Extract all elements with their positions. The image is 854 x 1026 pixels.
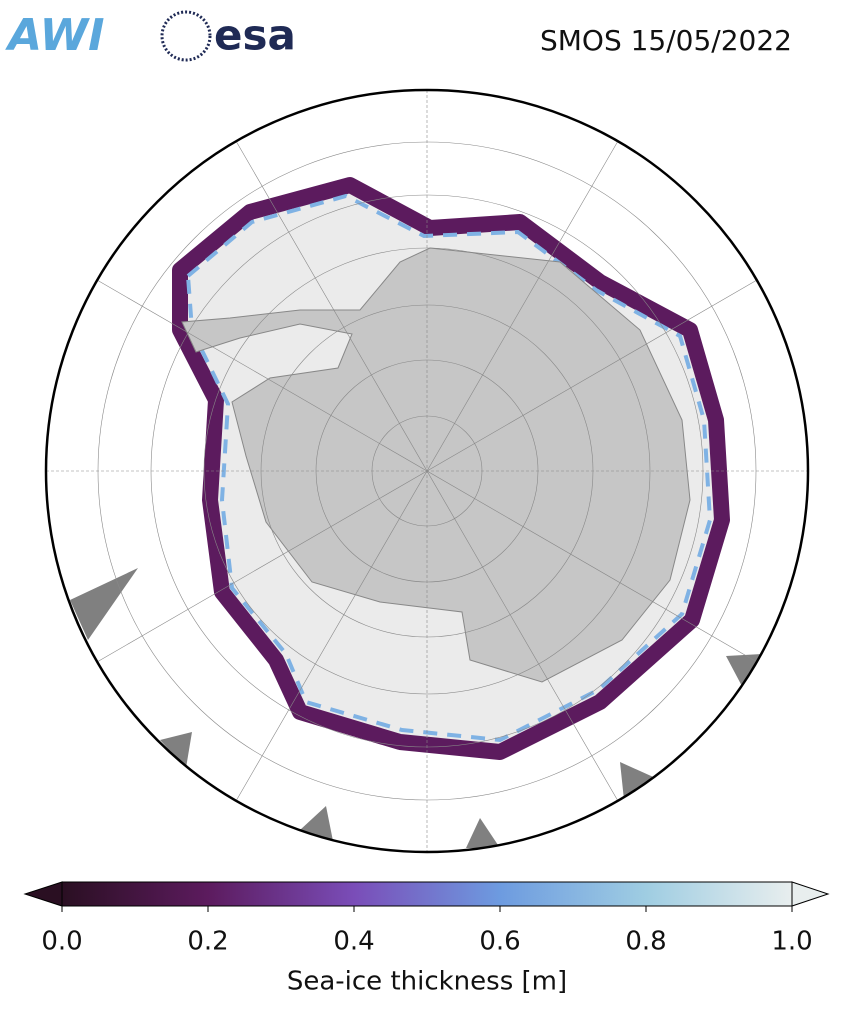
colorbar-extend-high	[791, 881, 830, 907]
graticule	[46, 90, 808, 852]
sea-ice-edge	[185, 193, 713, 743]
colorbar-extend-low	[23, 881, 63, 907]
map-frame	[44, 88, 810, 854]
colorbar-ramp	[61, 881, 793, 907]
antarctica	[181, 247, 691, 683]
colorbar-label: Sea-ice thickness [m]	[287, 967, 567, 997]
colorbar-tick-label: 0.2	[187, 927, 228, 957]
colorbar: 0.0 0.2 0.4 0.6 0.8 1.0 Sea-ice thickness [m]	[23, 881, 830, 997]
colorbar-tick-label: 0.8	[625, 927, 666, 957]
colorbar-tick-label: 0.6	[479, 927, 520, 957]
map	[46, 90, 808, 852]
esa-logo: esa	[214, 11, 296, 60]
colorbar-tick-label: 1.0	[771, 927, 812, 957]
colorbar-tick-label: 0.0	[41, 927, 82, 957]
esa-emblem	[160, 10, 212, 62]
awi-logo: AWI	[5, 10, 105, 61]
map-title: SMOS 15/05/2022	[540, 24, 792, 57]
colorbar-tick-label: 0.4	[333, 927, 374, 957]
